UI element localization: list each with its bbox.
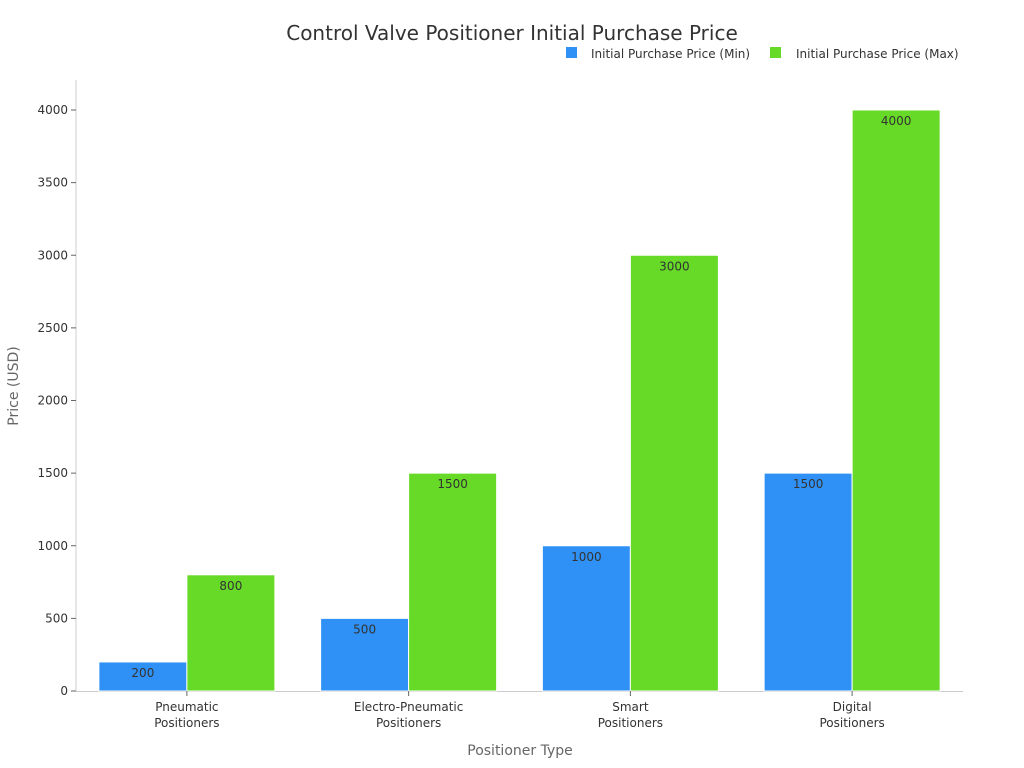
bars: 200 800 500 1500 1000 3000 1500 4000 (98, 109, 941, 692)
x-axis-ticks: Pneumatic Positioners Electro-Pneumatic Pos… (154, 691, 885, 730)
bar-max (629, 254, 719, 692)
y-tick-label: 2000 (37, 394, 68, 408)
y-tick-label: 3500 (37, 176, 68, 190)
chart-title: Control Valve Positioner Initial Purchas… (286, 21, 738, 45)
x-tick-label: Electro-Pneumatic Positioners (354, 700, 463, 730)
x-axis-title: Positioner Type (467, 743, 573, 759)
legend-label: Initial Purchase Price (Min) (591, 47, 750, 61)
bar-value-label: 1500 (437, 477, 468, 491)
bar-min (541, 545, 631, 692)
x-tick-label: Smart Positioners (598, 700, 663, 730)
bar-value-label: 4000 (881, 114, 912, 128)
legend-label: Initial Purchase Price (Max) (796, 47, 959, 61)
bar-min (98, 661, 188, 692)
bar-max (408, 472, 498, 692)
bar-min (320, 617, 410, 692)
y-tick-label: 2500 (37, 321, 68, 335)
bar-value-label: 200 (131, 666, 154, 680)
legend-item[interactable]: Initial Purchase Price (Max) (770, 47, 959, 61)
bar-max (186, 574, 276, 692)
y-tick-label: 500 (45, 611, 68, 625)
x-tick-label: Digital Positioners (819, 700, 884, 730)
y-axis-title: Price (USD) (6, 346, 22, 425)
legend-item[interactable]: Initial Purchase Price (Min) (566, 47, 750, 61)
bar-value-label: 1000 (571, 550, 602, 564)
plot-area: 0 500 1000 1500 2000 2500 3000 3500 4000 200 800 5… (37, 80, 963, 730)
bar-max (851, 109, 941, 692)
bar-value-label: 1500 (793, 477, 824, 491)
legend-swatch-icon (566, 47, 577, 58)
y-tick-label: 1500 (37, 466, 68, 480)
legend: Initial Purchase Price (Min) Initial Purc… (566, 47, 959, 61)
legend-swatch-icon (770, 47, 781, 58)
bar-min (763, 472, 853, 692)
bar-value-label: 500 (353, 622, 376, 636)
bar-value-label: 3000 (659, 259, 690, 273)
x-tick-label: Pneumatic Positioners (154, 700, 219, 730)
y-axis-ticks: 0 500 1000 1500 2000 2500 3000 3500 4000 (37, 103, 76, 698)
bar-value-label: 800 (219, 579, 242, 593)
y-tick-label: 1000 (37, 539, 68, 553)
y-tick-label: 3000 (37, 248, 68, 262)
y-tick-label: 4000 (37, 103, 68, 117)
y-tick-label: 0 (60, 684, 68, 698)
